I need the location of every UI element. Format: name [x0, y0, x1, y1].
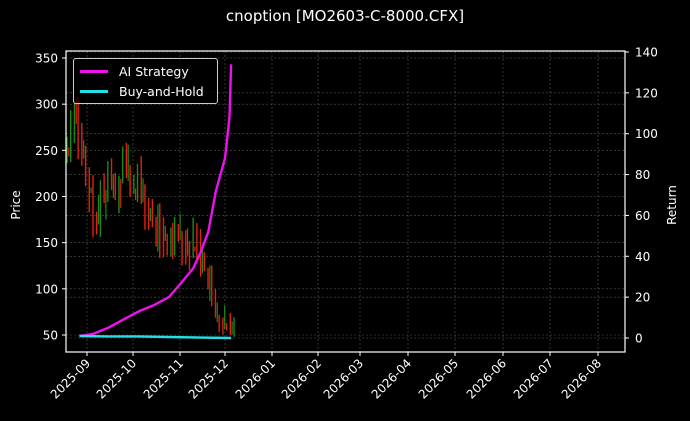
- y-tick-label: 200: [35, 190, 58, 204]
- y-axis-label: Price: [9, 190, 23, 219]
- y-tick-label: 50: [43, 329, 58, 343]
- y-tick-label: 300: [35, 98, 58, 112]
- x-tick-label: 2025-12: [186, 356, 231, 401]
- x-tick-label: 2025-11: [141, 356, 186, 401]
- x-tick-label: 2026-02: [279, 356, 324, 401]
- legend-item-ai-strategy: AI Strategy: [80, 62, 189, 80]
- legend: AI Strategy Buy-and-Hold: [73, 58, 218, 104]
- ai-strategy-line: [79, 64, 233, 338]
- x-tick-label: 2025-09: [48, 356, 93, 401]
- y-tick-label: 350: [35, 52, 58, 66]
- x-tick-label: 2026-07: [511, 356, 556, 401]
- y2-tick-label: 60: [635, 209, 650, 223]
- y2-tick-label: 20: [635, 291, 650, 305]
- x-tick-label: 2026-01: [233, 356, 278, 401]
- y2-tick-label: 140: [635, 46, 658, 60]
- chart-title: cnoption [MO2603-C-8000.CFX]: [225, 7, 465, 25]
- x-tick-label: 2026-08: [559, 356, 604, 401]
- return-lines: [79, 64, 233, 340]
- buy-and-hold-line: [79, 334, 232, 340]
- left-y-axis: 50 100 150 200 250 300 350: [35, 52, 66, 343]
- x-axis: 2025-09 2025-10 2025-11 2025-12 2026-01 2026-…: [48, 352, 604, 402]
- y2-axis-label: Return: [665, 185, 679, 225]
- x-tick-label: 2026-05: [416, 356, 461, 401]
- candlestick-series: [66, 96, 235, 337]
- y2-tick-label: 40: [635, 250, 650, 264]
- y-tick-label: 150: [35, 236, 58, 250]
- x-tick-label: 2026-06: [464, 356, 509, 401]
- x-tick-label: 2026-04: [369, 356, 414, 401]
- legend-label: AI Strategy: [119, 63, 189, 79]
- x-tick-label: 2025-10: [94, 356, 139, 401]
- legend-swatch-icon: [80, 89, 108, 93]
- y2-tick-label: 0: [635, 332, 643, 346]
- right-y-axis: 0 20 40 60 80 100 120 140: [625, 46, 658, 346]
- y2-tick-label: 100: [635, 127, 658, 141]
- y-tick-label: 100: [35, 282, 58, 296]
- y-tick-label: 250: [35, 144, 58, 158]
- plot-frame: [65, 50, 626, 353]
- legend-label: Buy-and-Hold: [119, 83, 204, 99]
- legend-item-buy-and-hold: Buy-and-Hold: [80, 82, 204, 100]
- x-tick-label: 2026-03: [321, 356, 366, 401]
- y2-tick-label: 120: [635, 86, 658, 100]
- y2-tick-label: 80: [635, 168, 650, 182]
- legend-swatch-icon: [80, 69, 108, 73]
